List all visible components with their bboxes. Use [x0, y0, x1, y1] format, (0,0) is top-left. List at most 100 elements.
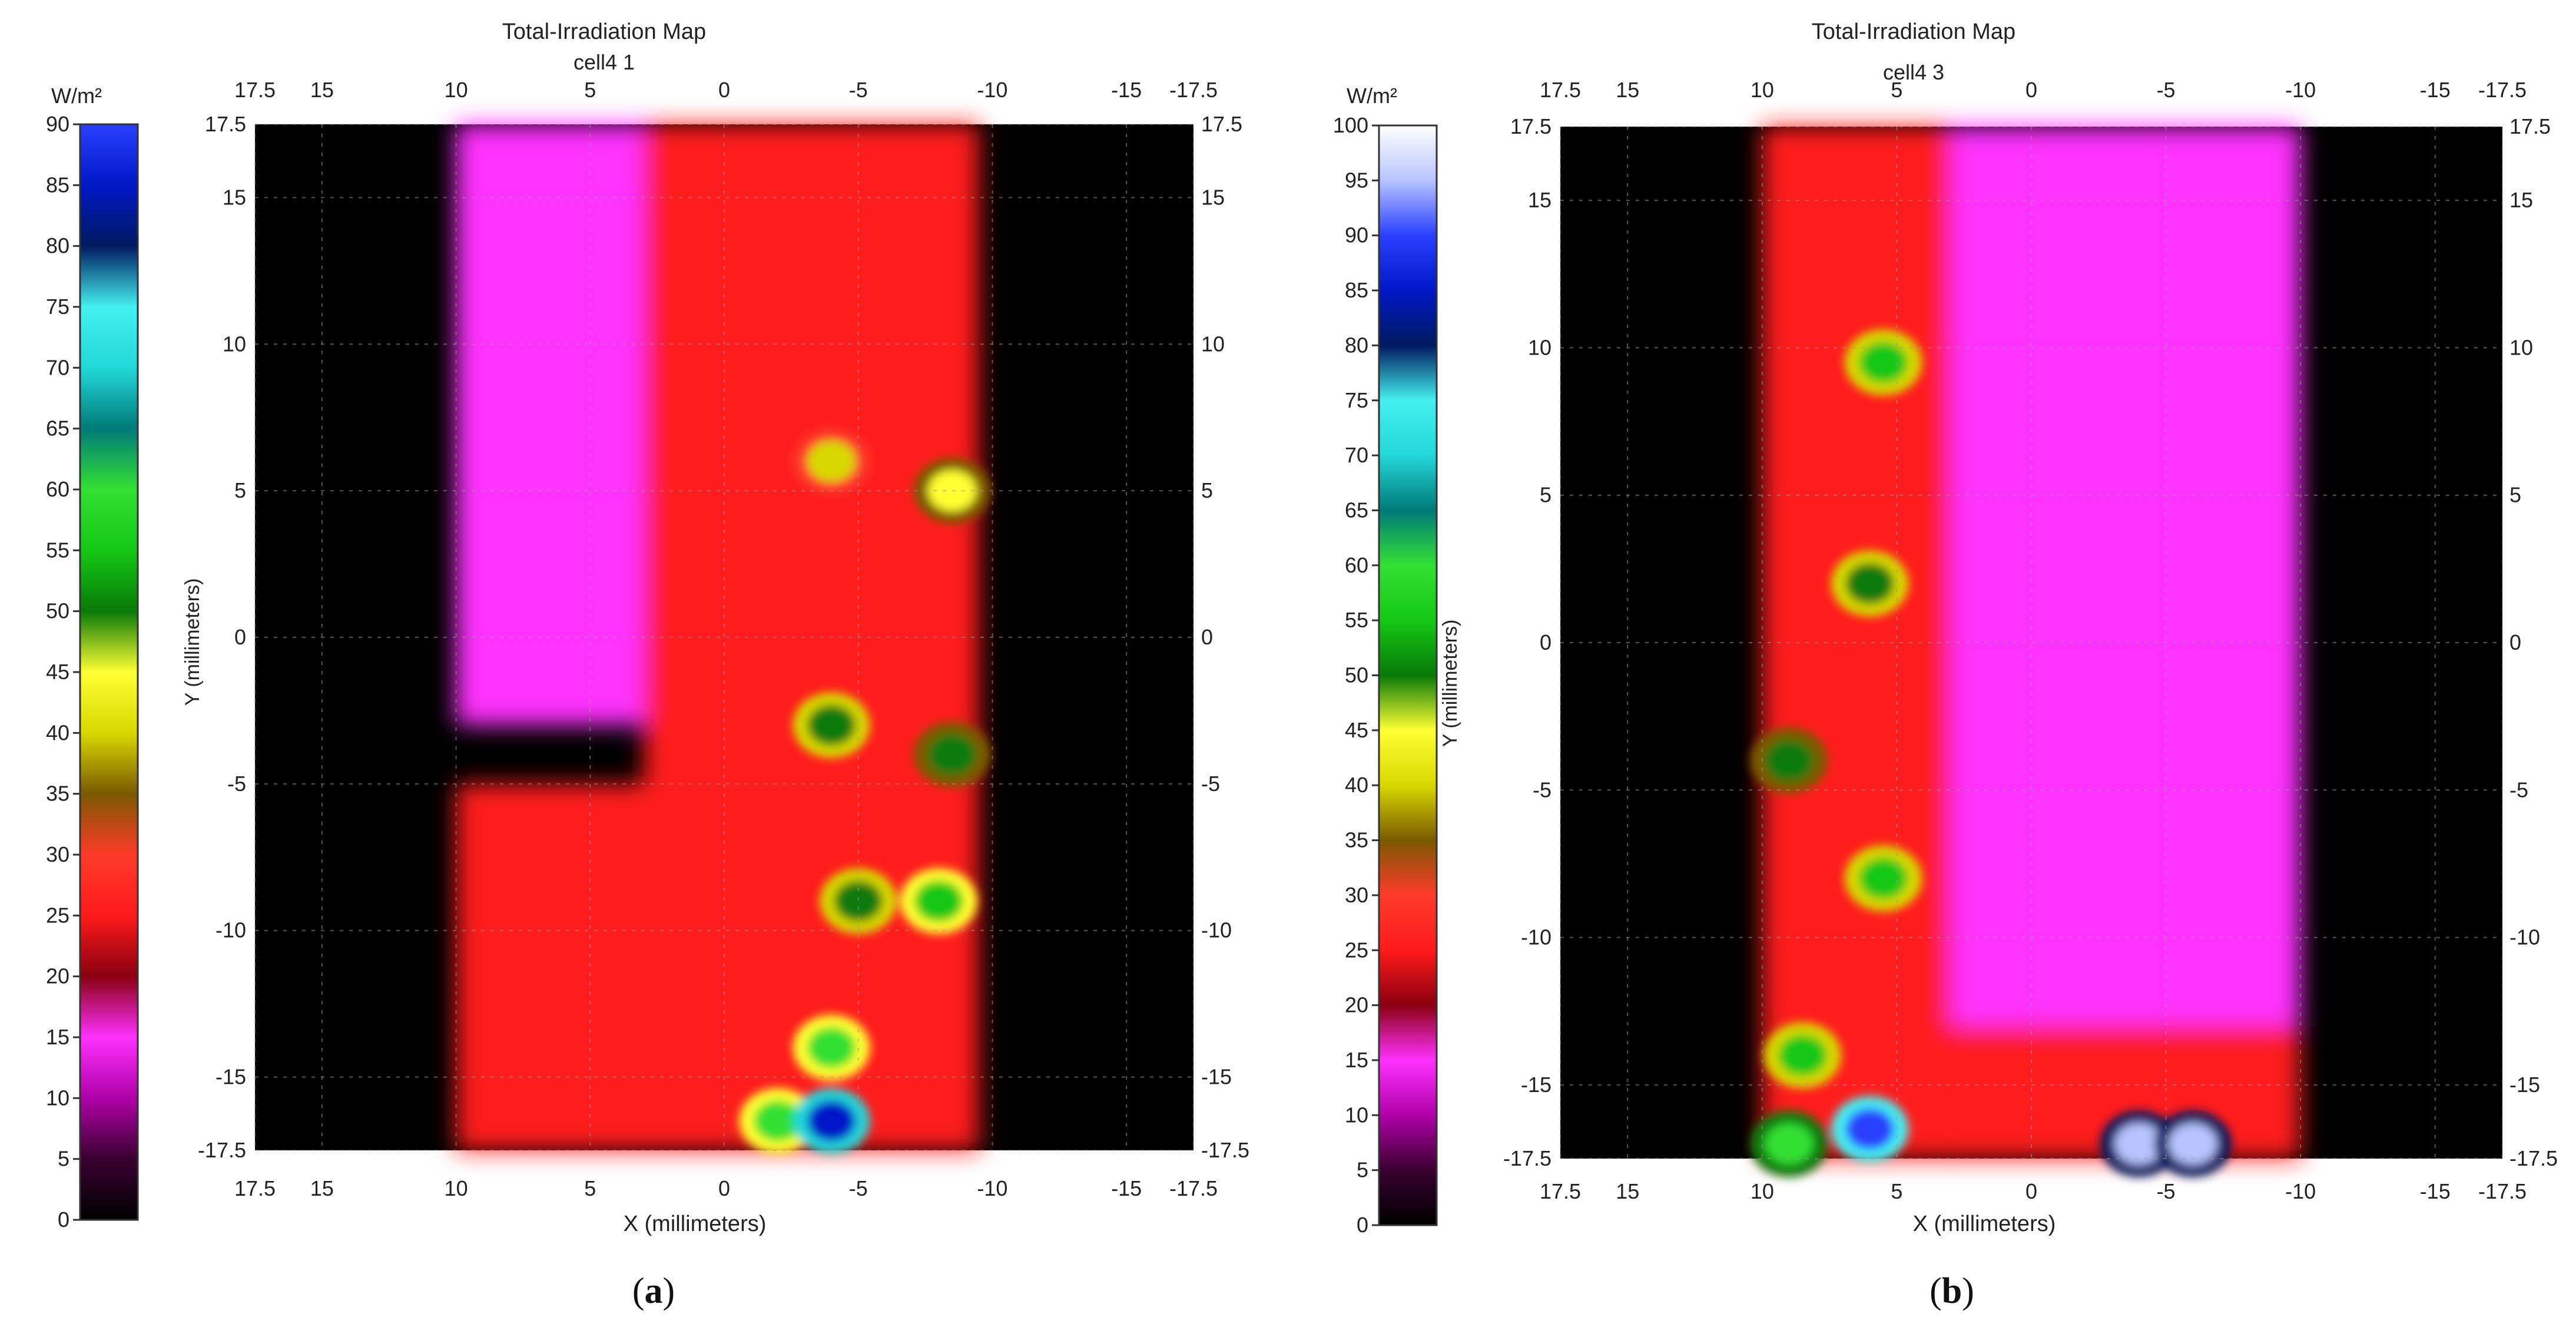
- heat-zone-a-0: [456, 124, 644, 726]
- x-tick-top-a-7: -15: [1111, 78, 1142, 102]
- y-tick-left-a-1: 15: [223, 185, 246, 209]
- colorbar-tick-a-10: 50: [46, 599, 69, 623]
- colorbar-tick-a-17: 85: [46, 173, 69, 197]
- y-tick-right-b-5: -5: [2509, 777, 2528, 802]
- y-tick-right-b-3: 5: [2509, 483, 2521, 507]
- colorbar-tick-b-0: 0: [1357, 1213, 1368, 1237]
- y-tick-right-b-0: 17.5: [2509, 114, 2551, 138]
- y-tick-right-a-8: -17.5: [1201, 1138, 1249, 1162]
- colorbar-label-b: W/m²: [1347, 84, 1397, 108]
- heat-spot-b-10: [2114, 1123, 2163, 1165]
- x-tick-bottom-a-5: -5: [849, 1176, 868, 1200]
- y-tick-left-b-0: 17.5: [1510, 114, 1551, 138]
- heat-spot-b-4: [1845, 563, 1894, 604]
- y-tick-left-a-5: -5: [227, 772, 246, 796]
- heat-spot-a-10: [754, 1100, 803, 1142]
- y-tick-right-a-7: -15: [1201, 1065, 1232, 1089]
- heat-zone-a-1: [456, 783, 644, 1150]
- y-tick-right-a-1: 15: [1201, 185, 1225, 209]
- y-tick-right-b-4: 0: [2509, 630, 2521, 654]
- colorbar-tick-b-9: 45: [1345, 718, 1368, 742]
- heat-spot-a-3: [807, 441, 856, 482]
- y-tick-left-a-8: -17.5: [198, 1138, 246, 1162]
- y-tick-right-a-0: 17.5: [1201, 112, 1242, 136]
- x-tick-bottom-a-0: 17.5: [234, 1176, 276, 1200]
- y-tick-left-b-3: 5: [1540, 483, 1551, 507]
- colorbar-tick-a-7: 35: [46, 782, 69, 806]
- y-tick-left-a-6: -10: [216, 918, 246, 942]
- y-tick-left-b-5: -5: [1533, 777, 1551, 802]
- heat-spots-b: [1750, 329, 2232, 1177]
- y-tick-left-a-4: 0: [234, 625, 246, 649]
- x-tick-bottom-a-2: 10: [445, 1176, 468, 1200]
- colorbar-tick-b-14: 70: [1345, 443, 1368, 467]
- colorbar-tick-b-18: 90: [1345, 223, 1368, 247]
- heat-spot-b-9: [1765, 1123, 1814, 1165]
- chart-title-b: Total-Irradiation Map: [1812, 19, 2015, 44]
- x-tick-top-b-3: 5: [1891, 78, 1902, 102]
- heat-spot-b-7: [1778, 1034, 1827, 1076]
- plot-area-a: [254, 124, 1194, 1154]
- x-tick-top-a-4: 0: [718, 78, 730, 102]
- x-tick-bottom-b-8: -17.5: [2478, 1179, 2527, 1203]
- x-tick-top-a-1: 15: [310, 78, 334, 102]
- heatmap-b: [1750, 127, 2301, 1177]
- colorbar-tick-a-1: 5: [58, 1147, 69, 1171]
- heat-spot-b-11: [2169, 1123, 2217, 1165]
- y-tick-right-a-5: -5: [1201, 772, 1220, 796]
- heat-spot-a-9: [807, 1027, 856, 1068]
- colorbar-tick-b-8: 40: [1345, 773, 1368, 797]
- y-tick-right-a-6: -10: [1201, 918, 1232, 942]
- y-tick-right-a-3: 5: [1201, 478, 1213, 502]
- x-tick-bottom-a-1: 15: [310, 1176, 334, 1200]
- x-tick-bottom-b-6: -10: [2285, 1179, 2316, 1203]
- x-tick-top-a-5: -5: [849, 78, 868, 102]
- heat-spot-a-7: [834, 881, 883, 922]
- colorbar-tick-a-2: 10: [46, 1086, 69, 1110]
- heat-spot-b-3: [1859, 342, 1908, 383]
- colorbar-tick-a-12: 60: [46, 477, 69, 501]
- heat-spot-b-5: [1765, 740, 1814, 782]
- y-tick-left-b-7: -15: [1521, 1073, 1551, 1097]
- colorbar-tick-b-17: 85: [1345, 278, 1368, 302]
- heat-zone-b-1: [1950, 127, 2301, 1026]
- colorbar-b: 0 5 10 15 20 25 30 35 40 45 50 55 60 65 70 75 80 85 90 95 10…: [1333, 113, 1438, 1237]
- x-tick-top-b-7: -15: [2420, 78, 2451, 102]
- colorbar-tick-b-5: 25: [1345, 938, 1368, 962]
- heatmap-a: [456, 124, 991, 1154]
- heat-spot-a-11: [807, 1100, 856, 1142]
- x-tick-bottom-a-8: -17.5: [1169, 1176, 1218, 1200]
- colorbar-tick-b-12: 60: [1345, 553, 1368, 577]
- gridlines-a: [254, 124, 1194, 1151]
- ylabel-b: Y (millimeters): [1439, 620, 1461, 747]
- chart-subtitle-a: cell4 1: [573, 50, 635, 74]
- colorbar-tick-a-9: 45: [46, 660, 69, 684]
- ylabel-a: Y (millimeters): [181, 578, 204, 706]
- y-tick-left-a-7: -15: [216, 1065, 246, 1089]
- x-tick-bottom-b-1: 15: [1616, 1179, 1639, 1203]
- colorbar-tick-a-13: 65: [46, 416, 69, 441]
- colorbar-tick-a-5: 25: [46, 903, 69, 927]
- y-tick-left-a-3: 5: [234, 478, 246, 502]
- x-ticks-top-a: 17.5 15 10 5 0 -5 -10 -15 -17.5: [234, 78, 1218, 102]
- y-ticks-left-b: 17.5 15 10 5 0 -5 -10 -15 -17.5: [1503, 114, 1551, 1170]
- colorbar-tick-a-4: 20: [46, 964, 69, 988]
- colorbar-gradient-b: [1378, 124, 1438, 1226]
- y-tick-right-b-1: 15: [2509, 188, 2533, 212]
- heat-field-b: [1762, 127, 2301, 1159]
- colorbar-a: 0 5 10 15 20 25 30 35 40 45 50 55 60 65 70 75 80 85 90: [46, 112, 139, 1232]
- y-tick-left-b-4: 0: [1540, 630, 1551, 654]
- x-tick-top-a-8: -17.5: [1169, 78, 1218, 102]
- colorbar-tick-a-14: 70: [46, 355, 69, 379]
- colorbar-tick-a-18: 90: [46, 112, 69, 136]
- y-tick-right-b-6: -10: [2509, 925, 2540, 949]
- y-tick-left-b-8: -17.5: [1503, 1146, 1551, 1170]
- panel-label-b: (b): [1929, 1271, 1974, 1311]
- x-tick-top-a-0: 17.5: [234, 78, 276, 102]
- colorbar-tick-b-15: 75: [1345, 388, 1368, 412]
- chart-title-a: Total-Irradiation Map: [502, 19, 706, 44]
- x-tick-bottom-b-4: 0: [2025, 1179, 2037, 1203]
- x-tick-top-a-2: 10: [445, 78, 468, 102]
- colorbar-tick-b-20: 100: [1333, 113, 1368, 137]
- y-tick-left-a-0: 17.5: [205, 112, 246, 136]
